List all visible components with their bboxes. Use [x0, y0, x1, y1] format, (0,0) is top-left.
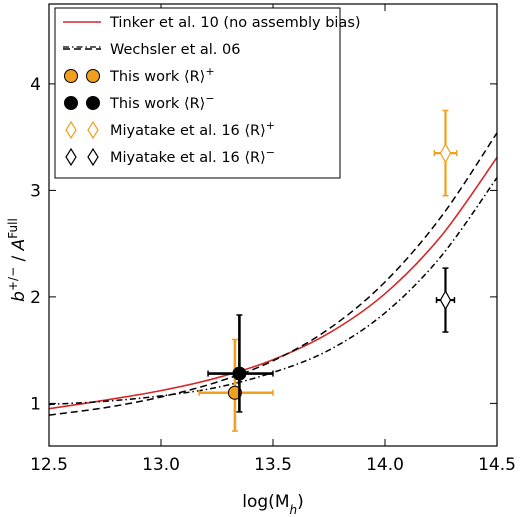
legend-frame [54, 7, 341, 179]
legend-item-1: Wechsler et al. 06 [63, 42, 240, 58]
legend-marker [86, 69, 100, 83]
legend-item-4: Miyatake et al. 16 ⟨R⟩+ [65, 119, 275, 140]
legend-label: Miyatake et al. 16 ⟨R⟩− [110, 146, 275, 167]
legend-label: Wechsler et al. 06 [110, 42, 240, 58]
legend-item-2: This work ⟨R⟩+ [64, 65, 215, 86]
legend-marker [87, 147, 99, 167]
x-tick-label: 14.0 [366, 455, 404, 475]
data-point-4 [207, 314, 274, 413]
legend-items: Tinker et al. 10 (no assembly bias) Wechs… [63, 15, 361, 167]
x-axis-label: log(Mh) [242, 492, 303, 517]
legend-item-3: This work ⟨R⟩− [64, 92, 215, 113]
legend-item-5: Miyatake et al. 16 ⟨R⟩− [65, 146, 275, 167]
legend-label: This work ⟨R⟩+ [109, 65, 215, 86]
legend-label: This work ⟨R⟩− [109, 92, 215, 113]
series-line-1 [49, 132, 497, 416]
legend-label: Tinker et al. 10 (no assembly bias) [109, 15, 361, 31]
legend: Tinker et al. 10 (no assembly bias) Wechs… [54, 7, 361, 179]
legend-marker [87, 120, 99, 140]
y-tick-label: 1 [30, 394, 41, 414]
y-tick-label: 3 [30, 181, 41, 201]
x-tick-label: 14.5 [478, 455, 516, 475]
series-layer [49, 132, 497, 416]
x-tick-label: 13.5 [254, 455, 292, 475]
y-axis-label: b+/− / AFull [6, 218, 29, 302]
series-line-2 [49, 177, 497, 406]
data-point-5 [433, 109, 458, 197]
legend-label: Miyatake et al. 16 ⟨R⟩+ [110, 119, 275, 140]
series-line-0 [49, 156, 497, 410]
marker-diamond [439, 289, 452, 311]
marker-diamond [439, 142, 452, 164]
legend-marker [65, 147, 77, 167]
legend-item-0: Tinker et al. 10 (no assembly bias) [63, 15, 361, 31]
legend-marker [64, 69, 78, 83]
legend-marker [86, 96, 100, 110]
data-point-6 [435, 267, 456, 333]
x-tick-label: 13.0 [142, 455, 180, 475]
y-tick-label: 2 [30, 288, 41, 308]
legend-marker [64, 96, 78, 110]
x-tick-label: 12.5 [30, 455, 68, 475]
y-tick-label: 4 [30, 75, 41, 95]
legend-marker [65, 120, 77, 140]
marker-circle [232, 366, 247, 381]
ticks-layer: 12.5 13.0 13.5 14.0 14.5 1 2 3 4 [30, 4, 516, 475]
points-layer [198, 109, 458, 432]
data-point-3 [198, 338, 274, 432]
